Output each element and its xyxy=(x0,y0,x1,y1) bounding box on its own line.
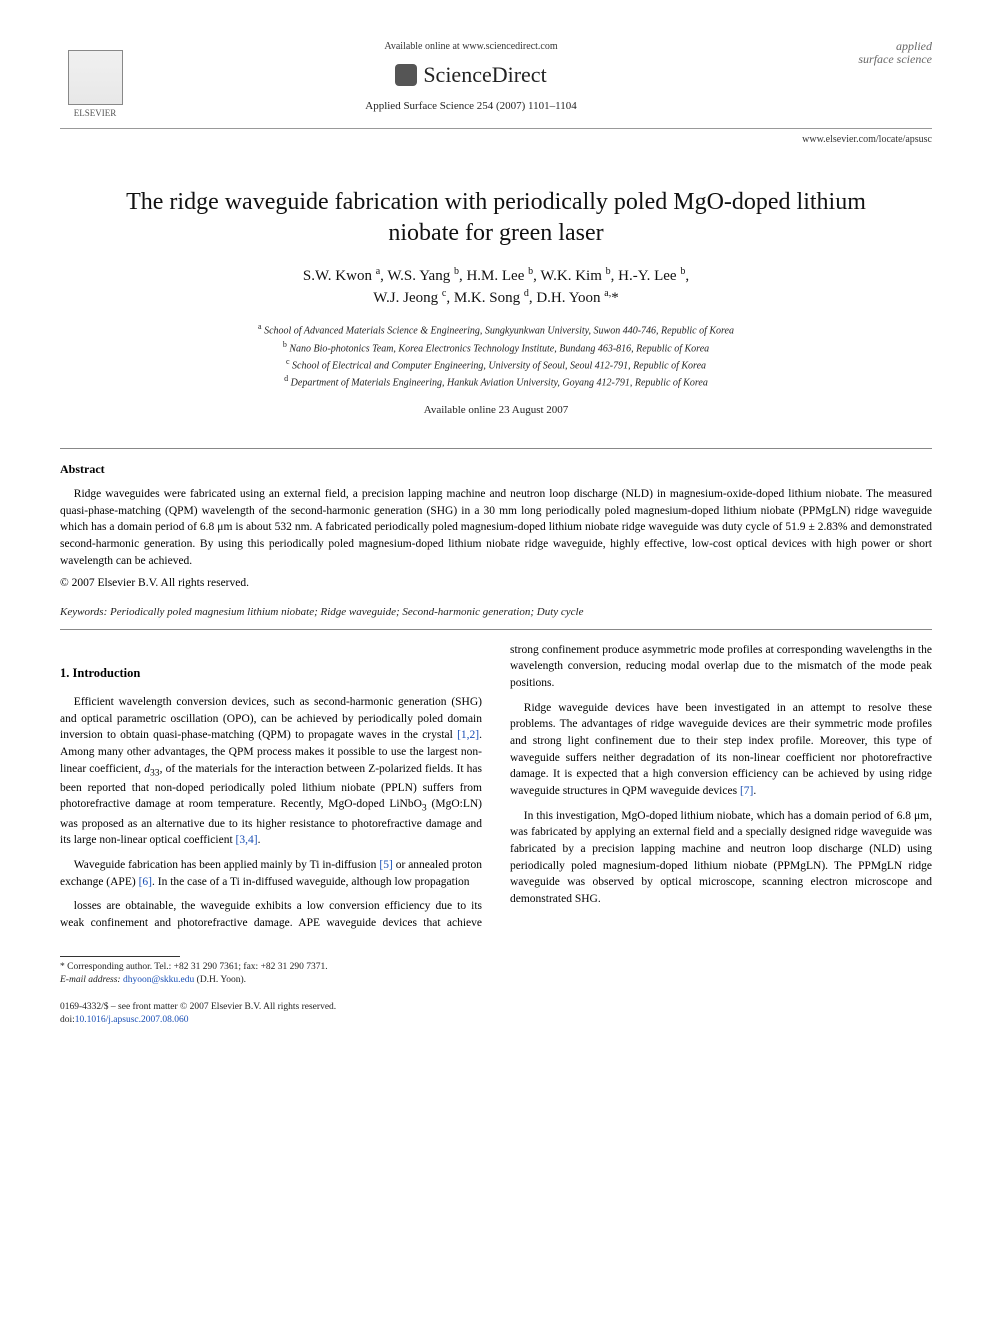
ref-7[interactable]: [7] xyxy=(740,785,753,797)
affiliation-d: d Department of Materials Engineering, H… xyxy=(60,373,932,390)
journal-logo: applied surface science xyxy=(812,40,932,66)
section-1-heading: 1. Introduction xyxy=(60,664,482,682)
affiliations: a School of Advanced Materials Science &… xyxy=(60,321,932,390)
sciencedirect-brand: ScienceDirect xyxy=(150,60,792,91)
affiliation-c: c School of Electrical and Computer Engi… xyxy=(60,356,932,373)
divider-bottom xyxy=(60,629,932,630)
ref-5[interactable]: [5] xyxy=(379,859,392,871)
email-label: E-mail address: xyxy=(60,975,121,985)
journal-header: ELSEVIER Available online at www.science… xyxy=(60,40,932,129)
available-date: Available online 23 August 2007 xyxy=(60,403,932,418)
publisher-name: ELSEVIER xyxy=(74,107,117,120)
footer: * Corresponding author. Tel.: +82 31 290… xyxy=(60,956,932,1028)
journal-name-line2: surface science xyxy=(812,53,932,66)
center-header: Available online at www.sciencedirect.co… xyxy=(130,40,812,114)
affiliation-b: b Nano Bio-photonics Team, Korea Electro… xyxy=(60,339,932,356)
ref-3-4[interactable]: [3,4] xyxy=(236,834,258,846)
available-online-text: Available online at www.sciencedirect.co… xyxy=(150,40,792,54)
journal-url[interactable]: www.elsevier.com/locate/apsusc xyxy=(60,133,932,147)
keywords-label: Keywords: xyxy=(60,606,107,618)
affiliation-a: a School of Advanced Materials Science &… xyxy=(60,321,932,338)
divider-top xyxy=(60,448,932,449)
intro-para-1: Efficient wavelength conversion devices,… xyxy=(60,694,482,849)
article-title: The ridge waveguide fabrication with per… xyxy=(60,187,932,249)
ref-1-2[interactable]: [1,2] xyxy=(457,729,479,741)
ref-6[interactable]: [6] xyxy=(139,876,152,888)
intro-para-5: In this investigation, MgO-doped lithium… xyxy=(510,808,932,908)
elsevier-tree-icon xyxy=(68,50,123,105)
issn-line: 0169-4332/$ – see front matter © 2007 El… xyxy=(60,1001,932,1014)
sciencedirect-icon xyxy=(395,64,417,86)
body-columns: 1. Introduction Efficient wavelength con… xyxy=(60,642,932,932)
author-list: S.W. Kwon a, W.S. Yang b, H.M. Lee b, W.… xyxy=(60,265,932,309)
intro-para-2: Waveguide fabrication has been applied m… xyxy=(60,857,482,890)
doi-line: doi:10.1016/j.apsusc.2007.08.060 xyxy=(60,1014,932,1027)
keywords-text: Periodically poled magnesium lithium nio… xyxy=(110,606,583,618)
elsevier-logo: ELSEVIER xyxy=(60,40,130,120)
sciencedirect-text: ScienceDirect xyxy=(423,60,546,91)
intro-para-4: Ridge waveguide devices have been invest… xyxy=(510,700,932,800)
corresponding-email-line: E-mail address: dhyoon@skku.edu (D.H. Yo… xyxy=(60,974,932,987)
abstract-heading: Abstract xyxy=(60,461,932,478)
corresponding-author: * Corresponding author. Tel.: +82 31 290… xyxy=(60,961,932,974)
doi-link[interactable]: 10.1016/j.apsusc.2007.08.060 xyxy=(75,1015,189,1025)
email-suffix: (D.H. Yoon). xyxy=(197,975,246,985)
keywords: Keywords: Periodically poled magnesium l… xyxy=(60,605,932,620)
email-link[interactable]: dhyoon@skku.edu xyxy=(123,975,194,985)
abstract-text: Ridge waveguides were fabricated using a… xyxy=(60,486,932,569)
journal-citation: Applied Surface Science 254 (2007) 1101–… xyxy=(150,99,792,114)
abstract-copyright: © 2007 Elsevier B.V. All rights reserved… xyxy=(60,575,932,591)
footer-rule xyxy=(60,956,180,957)
